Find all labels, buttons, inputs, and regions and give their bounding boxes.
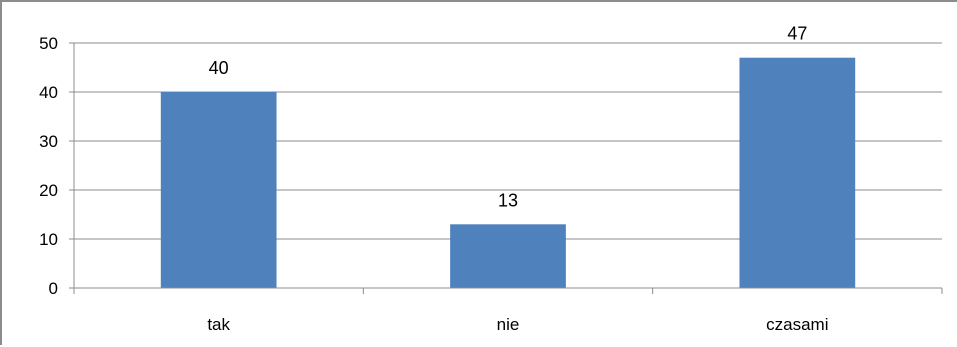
data-labels: 40 13 47 [209,24,808,211]
y-tick-label: 30 [39,132,58,151]
y-tick-labels: 0 10 20 30 40 50 [39,34,58,298]
y-tick-label: 0 [49,279,58,298]
x-tick-label-tak: tak [207,315,230,334]
bars [160,57,856,289]
bar-czasami [739,57,856,289]
x-tick-labels: tak nie czasami [207,315,828,334]
data-label-tak: 40 [209,58,229,78]
y-tick-label: 20 [39,181,58,200]
y-tick-label: 40 [39,83,58,102]
x-tick-label-nie: nie [497,315,520,334]
y-tick-label: 10 [39,230,58,249]
x-tick-label-czasami: czasami [766,315,828,334]
data-label-nie: 13 [498,190,518,210]
bar-nie [450,224,566,288]
bar-tak [160,92,277,288]
y-tick-label: 50 [39,34,58,53]
data-label-czasami: 47 [787,24,807,44]
axes [69,42,943,294]
